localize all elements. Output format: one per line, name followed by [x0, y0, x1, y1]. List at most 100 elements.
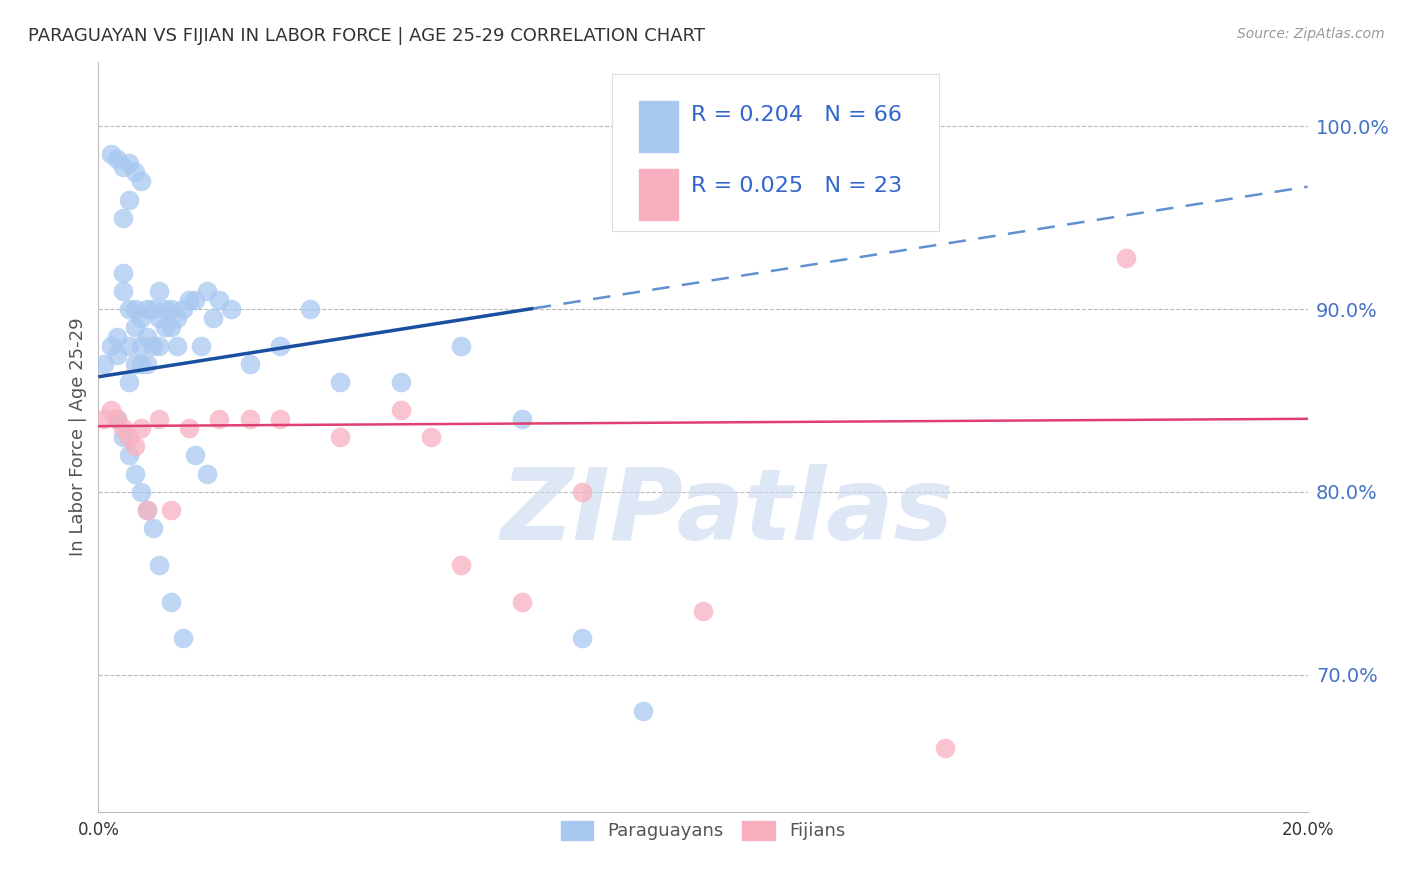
Point: [420, 430, 443, 444]
Point: [129, 339, 152, 353]
Point: [195, 284, 218, 298]
Point: [208, 293, 231, 307]
Legend: Paraguayans, Fijians: Paraguayans, Fijians: [554, 814, 852, 847]
Point: [124, 302, 146, 317]
Point: [195, 467, 218, 481]
Text: R = 0.025   N = 23: R = 0.025 N = 23: [690, 176, 903, 196]
Point: [93, 412, 115, 426]
Point: [129, 174, 152, 188]
Point: [135, 302, 157, 317]
Point: [172, 631, 194, 645]
Point: [118, 302, 141, 317]
Point: [221, 302, 243, 317]
Point: [105, 348, 128, 362]
Point: [129, 421, 152, 435]
Point: [1115, 251, 1137, 265]
Point: [105, 153, 128, 167]
Point: [105, 412, 128, 426]
Point: [135, 329, 157, 343]
Point: [166, 311, 188, 326]
Point: [172, 302, 194, 317]
Point: [190, 339, 212, 353]
Point: [166, 339, 188, 353]
Point: [329, 376, 352, 390]
Point: [124, 467, 146, 481]
FancyBboxPatch shape: [613, 74, 939, 231]
Point: [118, 193, 141, 207]
Point: [100, 402, 122, 417]
Point: [129, 357, 152, 371]
Point: [124, 165, 146, 179]
Point: [111, 430, 134, 444]
Point: [124, 439, 146, 453]
Point: [571, 484, 593, 499]
Point: [142, 339, 165, 353]
Point: [692, 604, 714, 618]
Point: [160, 320, 183, 334]
Bar: [638, 169, 678, 219]
Point: [934, 740, 956, 755]
Point: [100, 146, 122, 161]
Point: [160, 302, 183, 317]
Point: [184, 448, 207, 462]
Text: ZIPatlas: ZIPatlas: [501, 464, 953, 560]
Point: [160, 503, 183, 517]
Point: [299, 302, 322, 317]
Point: [124, 357, 146, 371]
Point: [111, 284, 134, 298]
Point: [389, 402, 412, 417]
Point: [269, 339, 291, 353]
Point: [329, 430, 352, 444]
Point: [142, 521, 165, 535]
Point: [105, 412, 128, 426]
Point: [450, 558, 472, 572]
Text: Source: ZipAtlas.com: Source: ZipAtlas.com: [1237, 27, 1385, 41]
Text: 0.0%: 0.0%: [77, 821, 120, 838]
Text: 20.0%: 20.0%: [1281, 821, 1334, 838]
Point: [153, 320, 176, 334]
Point: [148, 558, 170, 572]
Point: [239, 412, 262, 426]
Text: R = 0.204   N = 66: R = 0.204 N = 66: [690, 105, 901, 125]
Point: [124, 320, 146, 334]
Point: [202, 311, 225, 326]
Point: [111, 211, 134, 225]
Point: [118, 156, 141, 170]
Point: [135, 357, 157, 371]
Point: [111, 160, 134, 174]
Point: [239, 357, 262, 371]
Point: [179, 421, 201, 435]
Point: [153, 302, 176, 317]
Point: [93, 357, 115, 371]
Point: [510, 412, 533, 426]
Point: [631, 704, 654, 718]
Point: [100, 339, 122, 353]
Point: [148, 284, 170, 298]
Point: [129, 484, 152, 499]
Point: [129, 311, 152, 326]
Point: [450, 339, 472, 353]
Point: [148, 311, 170, 326]
Point: [269, 412, 291, 426]
Point: [179, 293, 201, 307]
Point: [118, 448, 141, 462]
Point: [208, 412, 231, 426]
Point: [142, 302, 165, 317]
Point: [135, 503, 157, 517]
Point: [111, 266, 134, 280]
Bar: [638, 102, 678, 153]
Point: [148, 339, 170, 353]
Text: PARAGUAYAN VS FIJIAN IN LABOR FORCE | AGE 25-29 CORRELATION CHART: PARAGUAYAN VS FIJIAN IN LABOR FORCE | AG…: [28, 27, 706, 45]
Point: [160, 594, 183, 608]
Y-axis label: In Labor Force | Age 25-29: In Labor Force | Age 25-29: [69, 318, 87, 557]
Point: [571, 631, 593, 645]
Point: [105, 329, 128, 343]
Point: [184, 293, 207, 307]
Point: [510, 594, 533, 608]
Point: [135, 503, 157, 517]
Point: [118, 339, 141, 353]
Point: [148, 412, 170, 426]
Point: [118, 430, 141, 444]
Point: [118, 376, 141, 390]
Point: [111, 421, 134, 435]
